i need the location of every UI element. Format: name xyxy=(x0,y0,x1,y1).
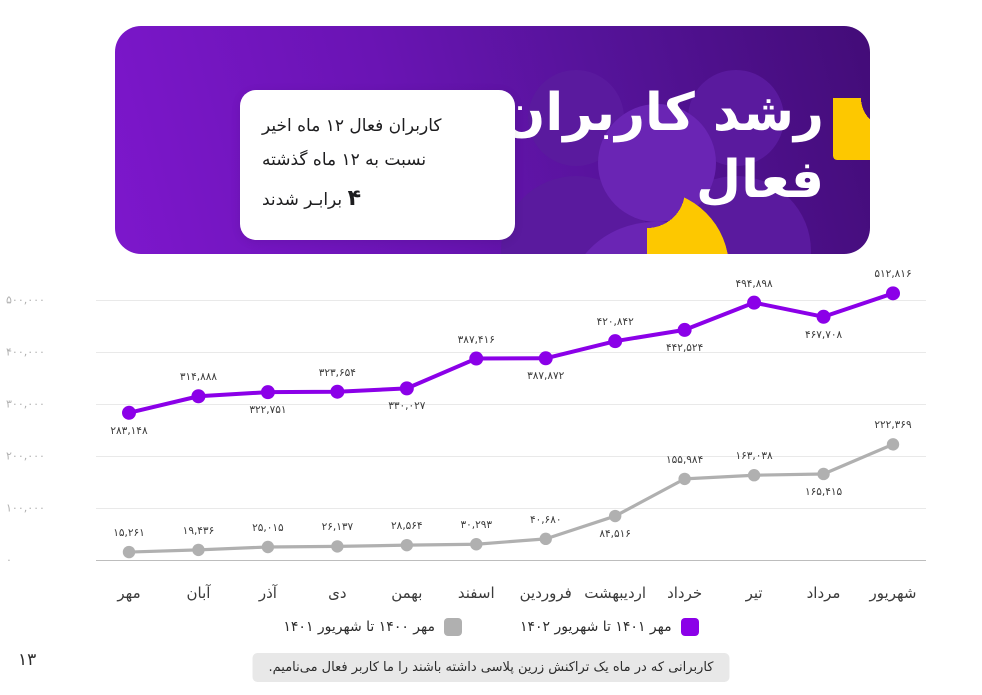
data-point-marker[interactable] xyxy=(608,334,623,349)
data-point-marker[interactable] xyxy=(192,543,205,557)
data-point-marker[interactable] xyxy=(330,384,345,399)
callout-line-3: ۴ برابـر شدند xyxy=(262,177,361,221)
callout-line-1: کاربران فعال ۱۲ ماه اخیر xyxy=(262,116,442,136)
legend-label: مهر ۱۴۰۱ تا شهریور ۱۴۰۲ xyxy=(520,619,672,635)
data-point-marker[interactable] xyxy=(677,322,692,337)
data-point-marker[interactable] xyxy=(816,309,831,324)
page-title-line-1: رشد کاربران xyxy=(501,83,825,143)
data-point-label: ۳۰,۲۹۳ xyxy=(460,519,493,532)
x-axis-tick-label: تیر xyxy=(745,584,763,602)
data-point-label: ۳۸۷,۸۷۲ xyxy=(527,370,565,383)
data-point-marker[interactable] xyxy=(122,405,136,420)
x-axis-tick-label: آبان xyxy=(186,584,211,602)
data-point-label: ۴۰,۶۸۰ xyxy=(529,513,562,526)
page-title: رشد کاربران فعال xyxy=(404,80,825,213)
data-point-marker[interactable] xyxy=(539,532,552,546)
yellow-quarter-shape-top-icon xyxy=(833,98,870,160)
data-point-label: ۵۱۲,۸۱۶ xyxy=(874,268,912,281)
data-point-marker[interactable] xyxy=(399,381,414,396)
page-title-line-2: فعال xyxy=(695,149,825,210)
legend-item[interactable]: مهر ۱۴۰۰ تا شهریور ۱۴۰۱ xyxy=(283,618,462,636)
callout-line-3-rest: برابـر شدند xyxy=(262,190,343,210)
x-axis-tick-label: خرداد xyxy=(667,584,703,602)
data-point-label: ۴۲۰,۸۴۲ xyxy=(596,316,634,329)
gridline xyxy=(96,456,926,457)
data-point-label: ۱۶۳,۰۳۸ xyxy=(735,450,773,463)
data-point-marker[interactable] xyxy=(608,509,622,523)
data-point-marker[interactable] xyxy=(122,545,136,559)
chart-legend: مهر ۱۴۰۱ تا شهریور ۱۴۰۲ مهر ۱۴۰۰ تا شهریو… xyxy=(0,618,982,636)
data-point-label: ۲۶,۱۳۷ xyxy=(321,521,354,534)
data-point-label: ۳۱۴,۸۸۸ xyxy=(179,371,218,384)
x-axis-tick-label: مهر xyxy=(117,584,141,602)
x-axis-tick-label: مرداد xyxy=(806,584,841,602)
data-point-label: ۱۵۵,۹۸۴ xyxy=(666,453,704,466)
y-axis-tick-label: ۵۰۰,۰۰۰ xyxy=(6,293,45,307)
x-axis-tick-label: بهمن xyxy=(391,584,423,602)
gridline xyxy=(96,404,926,405)
series-line xyxy=(127,442,895,554)
data-point-marker[interactable] xyxy=(260,385,275,400)
data-point-marker[interactable] xyxy=(747,469,761,482)
y-axis-tick-label: ۱۰۰,۰۰۰ xyxy=(6,501,45,515)
data-point-label: ۱۵,۲۶۱ xyxy=(113,527,145,540)
data-point-marker[interactable] xyxy=(331,540,344,553)
chart-series-lines xyxy=(122,286,900,559)
gridline xyxy=(96,560,926,561)
x-axis-tick-label: دی xyxy=(328,584,347,602)
page-number: ۱۳ xyxy=(18,650,37,670)
data-point-marker[interactable] xyxy=(886,438,900,451)
data-point-label: ۳۳۰,۰۲۷ xyxy=(388,400,426,413)
x-axis-tick-label: شهریور xyxy=(869,584,917,602)
data-point-marker[interactable] xyxy=(817,467,830,481)
callout-multiplier: ۴ xyxy=(347,186,361,211)
data-point-label: ۴۴۲,۵۲۴ xyxy=(666,341,704,354)
data-point-label: ۸۴,۵۱۶ xyxy=(599,528,631,541)
data-point-label: ۲۸,۵۶۴ xyxy=(391,520,423,533)
footnote-note: کاربرانی که در ماه یک تراکنش زرین پلاسی … xyxy=(252,653,730,682)
data-point-label: ۳۲۳,۶۵۴ xyxy=(318,366,356,379)
data-point-label: ۱۶۵,۴۱۵ xyxy=(804,485,843,498)
y-axis-tick-label: ۲۰۰,۰۰۰ xyxy=(6,449,45,463)
x-axis-tick-label: اسفند xyxy=(457,584,495,602)
data-point-marker[interactable] xyxy=(886,286,900,301)
data-point-marker[interactable] xyxy=(191,389,206,404)
data-point-marker[interactable] xyxy=(538,351,553,366)
data-point-label: ۲۲۲,۳۶۹ xyxy=(874,419,912,432)
x-axis-tick-label: فروردین xyxy=(519,584,572,602)
chart-area: ۵۰۰,۰۰۰ ۴۰۰,۰۰۰ ۳۰۰,۰۰۰ ۲۰۰,۰۰۰ ۱۰۰,۰۰۰ ۰ مهر آ… xyxy=(0,268,982,612)
legend-color-swatch xyxy=(444,618,462,636)
series-line xyxy=(127,291,895,415)
legend-item[interactable]: مهر ۱۴۰۱ تا شهریور ۱۴۰۲ xyxy=(520,618,699,636)
data-point-marker[interactable] xyxy=(469,351,484,366)
data-point-label: ۲۵,۰۱۵ xyxy=(252,521,284,534)
gridline xyxy=(96,300,926,301)
data-point-label: ۳۸۷,۴۱۶ xyxy=(457,333,495,346)
data-point-marker[interactable] xyxy=(261,540,275,554)
legend-color-swatch xyxy=(680,618,699,636)
data-point-label: ۲۸۳,۱۴۸ xyxy=(110,424,148,437)
y-axis-tick-label: ۴۰۰,۰۰۰ xyxy=(6,345,45,359)
data-point-marker[interactable] xyxy=(470,538,483,551)
data-point-label: ۴۶۷,۷۰۸ xyxy=(804,328,843,341)
gridline xyxy=(96,352,926,353)
x-axis-tick-label: آذر xyxy=(258,584,277,602)
data-point-marker[interactable] xyxy=(400,538,414,552)
data-point-label: ۴۹۴,۸۹۸ xyxy=(735,277,773,290)
y-axis-tick-label: ۰ xyxy=(6,553,12,567)
highlight-callout-card: کاربران فعال ۱۲ ماه اخیر نسبت به ۱۲ ماه … xyxy=(240,90,515,240)
header-banner: رشد کاربران فعال کاربران فعال ۱۲ ماه اخی… xyxy=(115,26,870,254)
plot-region xyxy=(96,300,926,570)
y-axis-tick-label: ۳۰۰,۰۰۰ xyxy=(6,397,45,411)
data-point-marker[interactable] xyxy=(678,472,691,486)
x-axis-tick-label: اردیبهشت xyxy=(584,584,647,602)
legend-label: مهر ۱۴۰۰ تا شهریور ۱۴۰۱ xyxy=(283,619,435,635)
callout-line-2: نسبت به ۱۲ ماه گذشته xyxy=(262,150,427,170)
data-point-marker[interactable] xyxy=(747,295,762,310)
data-point-label: ۱۹,۴۳۶ xyxy=(182,524,215,537)
gridline xyxy=(96,508,926,509)
data-point-label: ۳۲۲,۷۵۱ xyxy=(249,404,287,417)
